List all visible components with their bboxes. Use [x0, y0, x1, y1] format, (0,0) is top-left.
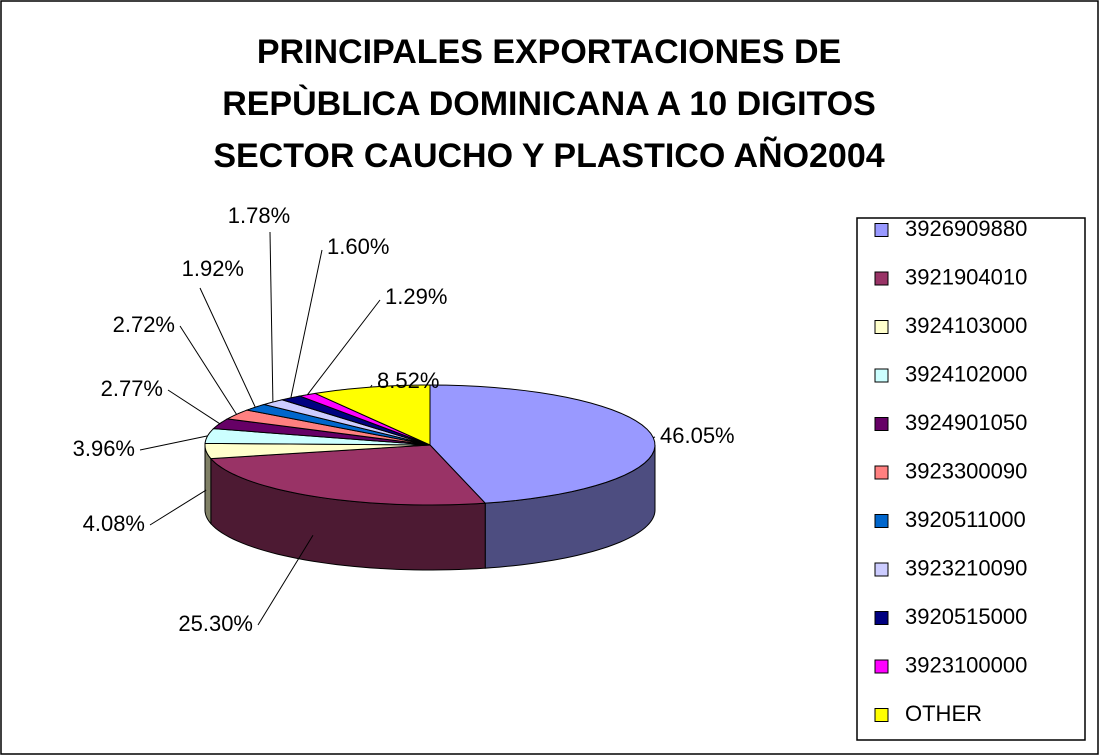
- leader-line: [167, 389, 220, 425]
- legend-swatch: [874, 708, 889, 722]
- leader-line: [307, 299, 381, 395]
- legend-label: 3924102000: [905, 361, 1027, 386]
- leader-line: [370, 384, 373, 388]
- pie-slice: [225, 409, 431, 446]
- legend-box: [856, 217, 1086, 741]
- pie-slice: [313, 384, 431, 446]
- legend-swatch: [874, 514, 889, 528]
- legend-swatch: [874, 611, 889, 625]
- data-label: 1.78%: [228, 203, 290, 228]
- legend-label: 3920515000: [905, 604, 1027, 629]
- pie-slice: [209, 444, 487, 506]
- leader-line: [257, 534, 314, 626]
- chart-title: PRINCIPALES EXPORTACIONES DE REPÙBLICA D…: [213, 33, 885, 175]
- legend-label: OTHER: [905, 701, 982, 726]
- leader-line: [139, 435, 208, 451]
- pie-slice: [245, 403, 431, 446]
- data-label: 2.72%: [113, 312, 175, 337]
- legend-swatch: [874, 465, 889, 480]
- data-label: 46.05%: [660, 423, 735, 448]
- legend-label: 3924103000: [905, 313, 1027, 338]
- pie-slice: [204, 442, 431, 460]
- leader-line: [269, 231, 274, 403]
- legend-label: 3924901050: [905, 410, 1027, 435]
- legend-swatch: [874, 223, 889, 237]
- leader-line: [179, 325, 237, 415]
- legend-label: 3926909880: [905, 216, 1027, 241]
- data-label: 8.52%: [377, 368, 439, 393]
- legend-label: 3921904010: [905, 264, 1027, 289]
- legend-label: 3923210090: [905, 555, 1027, 580]
- pie-slice: [429, 384, 656, 504]
- data-label: 4.08%: [83, 511, 145, 536]
- leader-line: [653, 436, 656, 439]
- legend-swatch: [874, 320, 889, 334]
- data-label: 1.92%: [182, 256, 244, 281]
- legend-swatch: [874, 271, 889, 286]
- pie-slice: [280, 395, 431, 446]
- data-label: 25.30%: [178, 611, 253, 636]
- legend-swatch: [874, 417, 889, 431]
- data-label: 3.96%: [73, 436, 135, 461]
- legend-swatch: [874, 659, 889, 674]
- data-label: 2.77%: [101, 376, 163, 401]
- legend-label: 3923300090: [905, 458, 1027, 483]
- legend-label: 3920511000: [905, 507, 1026, 532]
- legend-label: 3923100000: [905, 652, 1027, 677]
- leader-line: [199, 287, 256, 408]
- legend-swatch: [874, 368, 889, 383]
- data-label: 1.29%: [385, 284, 447, 309]
- pie-slice: [262, 399, 431, 446]
- leader-line: [290, 249, 323, 398]
- leader-line: [149, 489, 207, 526]
- legend-swatch: [874, 562, 889, 577]
- data-label: 1.60%: [327, 234, 389, 259]
